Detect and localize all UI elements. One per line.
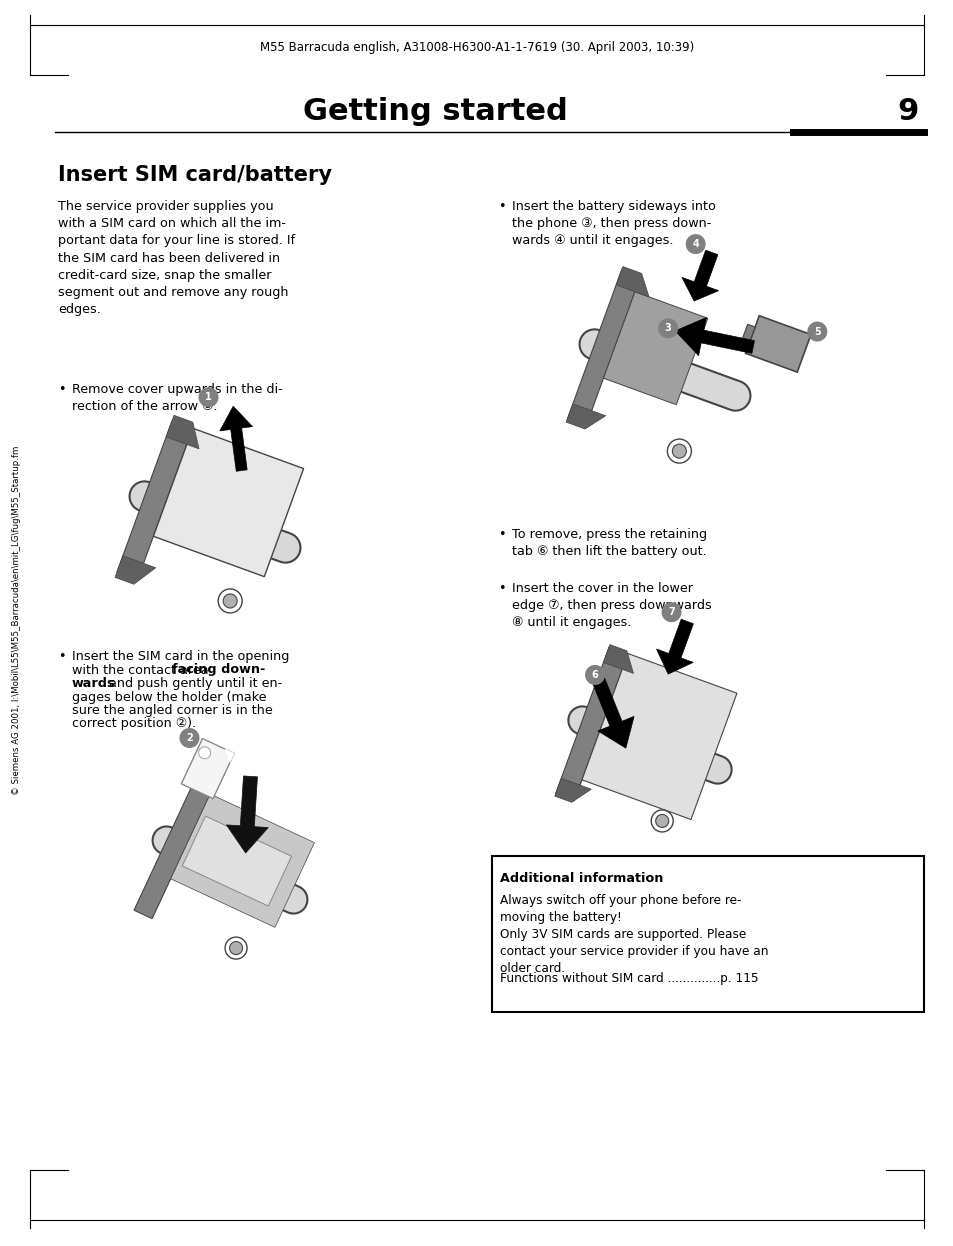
- Polygon shape: [153, 429, 303, 577]
- Text: Insert the SIM card in the opening: Insert the SIM card in the opening: [71, 650, 289, 663]
- Text: 3: 3: [664, 323, 671, 334]
- Text: 1: 1: [205, 392, 212, 402]
- Text: Only 3V SIM cards are supported. Please
contact your service provider if you hav: Only 3V SIM cards are supported. Please …: [499, 928, 768, 974]
- Circle shape: [667, 439, 691, 464]
- Polygon shape: [603, 644, 633, 673]
- Text: The service provider supplies you
with a SIM card on which all the im-
portant d: The service provider supplies you with a…: [58, 201, 294, 316]
- Text: 2: 2: [186, 733, 193, 743]
- Circle shape: [651, 810, 673, 832]
- Polygon shape: [566, 269, 640, 427]
- Polygon shape: [226, 776, 268, 854]
- Polygon shape: [130, 481, 300, 563]
- Polygon shape: [117, 421, 193, 579]
- Text: 7: 7: [667, 607, 674, 617]
- Text: M55 Barracuda english, A31008-H6300-A1-1-7619 (30. April 2003, 10:39): M55 Barracuda english, A31008-H6300-A1-1…: [259, 41, 694, 54]
- Polygon shape: [591, 675, 634, 748]
- Text: •: •: [497, 201, 505, 213]
- Polygon shape: [171, 794, 314, 927]
- Text: with the contact area: with the contact area: [71, 664, 213, 677]
- Circle shape: [660, 602, 680, 622]
- Text: © Siemens AG 2001, I:\Mobil\L55\M55_Barracuda\en\mit_LG\fug\M55_Startup.fm: © Siemens AG 2001, I:\Mobil\L55\M55_Barr…: [12, 445, 22, 795]
- Polygon shape: [152, 826, 307, 913]
- Circle shape: [179, 728, 199, 748]
- Circle shape: [230, 942, 242, 954]
- Text: and push gently until it en-: and push gently until it en-: [105, 677, 282, 690]
- Text: 4: 4: [692, 239, 699, 249]
- Circle shape: [223, 594, 237, 608]
- Polygon shape: [133, 770, 217, 918]
- Text: 5: 5: [813, 326, 820, 336]
- Circle shape: [225, 937, 247, 959]
- Polygon shape: [741, 324, 755, 341]
- Circle shape: [685, 234, 705, 254]
- Text: Insert the cover in the lower
edge ⑦, then press downwards
⑧ until it engages.: Insert the cover in the lower edge ⑦, th…: [512, 582, 711, 629]
- Polygon shape: [566, 404, 605, 429]
- Polygon shape: [578, 329, 750, 411]
- Polygon shape: [225, 749, 233, 763]
- Polygon shape: [181, 739, 233, 799]
- Circle shape: [218, 589, 242, 613]
- Polygon shape: [568, 706, 731, 784]
- Text: Functions without SIM card ..............p. 115: Functions without SIM card .............…: [499, 972, 758, 986]
- Text: Insert the battery sideways into
the phone ③, then press down-
wards ④ until it : Insert the battery sideways into the pho…: [512, 201, 715, 248]
- Circle shape: [198, 388, 218, 407]
- Polygon shape: [581, 654, 736, 820]
- Polygon shape: [219, 406, 253, 471]
- Circle shape: [198, 746, 211, 759]
- Circle shape: [658, 318, 678, 339]
- Text: correct position ②).: correct position ②).: [71, 718, 196, 730]
- Text: To remove, press the retaining
tab ⑥ then lift the battery out.: To remove, press the retaining tab ⑥ the…: [512, 528, 706, 558]
- Polygon shape: [555, 779, 591, 802]
- Text: Insert SIM card/battery: Insert SIM card/battery: [58, 164, 332, 184]
- Text: Remove cover upwards in the di-
rection of the arrow ①.: Remove cover upwards in the di- rection …: [71, 383, 282, 414]
- Polygon shape: [115, 556, 155, 584]
- Circle shape: [672, 444, 685, 459]
- Text: •: •: [497, 582, 505, 596]
- Polygon shape: [656, 619, 693, 674]
- Circle shape: [806, 321, 826, 341]
- Polygon shape: [675, 318, 754, 355]
- Polygon shape: [616, 267, 648, 297]
- Circle shape: [655, 815, 668, 827]
- Polygon shape: [681, 250, 718, 302]
- Text: 9: 9: [897, 97, 918, 127]
- Text: •: •: [497, 528, 505, 541]
- Polygon shape: [603, 292, 707, 405]
- Text: •: •: [58, 383, 66, 396]
- Text: facing down-: facing down-: [172, 664, 265, 677]
- Polygon shape: [745, 315, 810, 373]
- Bar: [492, 856, 923, 1012]
- Text: Additional information: Additional information: [499, 872, 662, 885]
- Text: •: •: [58, 650, 66, 663]
- Text: 6: 6: [591, 670, 598, 680]
- Text: sure the angled corner is in the: sure the angled corner is in the: [71, 704, 273, 716]
- Text: wards: wards: [71, 677, 115, 690]
- Text: gages below the holder (make: gages below the holder (make: [71, 690, 266, 704]
- Circle shape: [584, 665, 604, 685]
- Polygon shape: [182, 816, 292, 906]
- Polygon shape: [555, 647, 627, 801]
- Text: Always switch off your phone before re-
moving the battery!: Always switch off your phone before re- …: [499, 893, 740, 923]
- Text: Getting started: Getting started: [302, 97, 567, 127]
- Polygon shape: [166, 415, 199, 449]
